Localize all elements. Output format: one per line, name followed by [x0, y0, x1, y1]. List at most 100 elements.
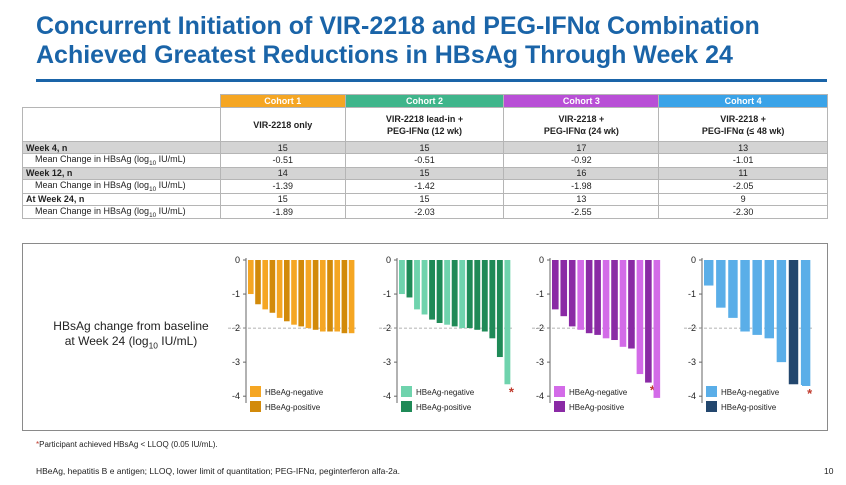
bar	[568, 260, 576, 327]
bar	[406, 260, 413, 298]
y-tick-label: 0	[691, 255, 696, 265]
row-label: Mean Change in HBsAg (log10 IU/mL)	[22, 153, 221, 168]
cell: 14	[220, 166, 346, 180]
y-tick-label: -3	[688, 357, 696, 367]
table-row: At Week 24, n 15 15 13 9	[22, 192, 828, 206]
cohort-summary-table: Cohort 1 Cohort 2 Cohort 3 Cohort 4 VIR-…	[22, 94, 828, 220]
cell: 17	[503, 141, 660, 154]
waterfall-panel	[22, 243, 828, 431]
y-tick-label: -3	[232, 357, 240, 367]
bar	[560, 260, 568, 317]
y-tick-label: -1	[232, 289, 240, 299]
cell: -1.89	[220, 204, 346, 220]
bar	[645, 260, 652, 383]
bar	[312, 260, 319, 330]
legend-swatch	[706, 401, 717, 412]
legend-background	[704, 385, 802, 400]
cell: 15	[344, 166, 505, 180]
bar	[436, 260, 443, 323]
cohort-4-regimen-line-1: VIR-2218 +	[720, 113, 766, 124]
bar	[284, 260, 290, 322]
cell: 11	[658, 166, 828, 180]
y-tick-label: -4	[536, 391, 544, 401]
y-tick-label: -1	[688, 289, 696, 299]
regimen-row: VIR-2218 only VIR-2218 lead-in + PEG-IFNα…	[22, 107, 828, 142]
footnote: *Participant achieved HBsAg < LLOQ (0.05…	[36, 440, 218, 449]
row-label: At Week 24, n	[22, 192, 221, 206]
chart-y-axis-label-line-1: HBsAg change from baseline	[53, 319, 209, 333]
llo-q-star: *	[509, 384, 515, 399]
bar	[776, 260, 787, 363]
row-label: Week 12, n	[22, 166, 221, 180]
legend-label: HBeAg-positive	[416, 403, 472, 412]
page-title: Concurrent Initiation of VIR-2218 and PE…	[36, 12, 826, 70]
bar	[327, 260, 333, 332]
bar	[474, 260, 481, 330]
cell: 15	[220, 192, 346, 206]
bar	[628, 260, 635, 349]
title-line-2: Achieved Greatest Reductions in HBsAg Th…	[36, 41, 733, 69]
bar	[577, 260, 584, 330]
row-label: Mean Change in HBsAg (log10 IU/mL)	[22, 204, 221, 220]
title-divider	[36, 79, 827, 82]
page-number: 10	[824, 466, 834, 476]
y-tick-label: -3	[536, 357, 544, 367]
footnote-text: Participant achieved HBsAg < LLOQ (0.05 …	[39, 440, 218, 449]
y-tick-label: -1	[383, 289, 391, 299]
bar	[291, 260, 297, 325]
footnote-star: *	[36, 440, 40, 449]
legend-label: HBeAg-negative	[569, 388, 628, 397]
cohort-1-regimen: VIR-2218 only	[220, 107, 346, 142]
cell: 13	[658, 141, 828, 154]
bar	[611, 260, 618, 341]
bar	[704, 260, 714, 286]
cell: -2.30	[658, 204, 828, 220]
bar	[496, 260, 503, 358]
legend-swatch	[401, 386, 412, 397]
bar	[800, 260, 811, 386]
legend-label: HBeAg-positive	[265, 403, 321, 412]
y-tick-label: 0	[235, 255, 240, 265]
bar	[348, 260, 355, 334]
row-label: Week 4, n	[22, 141, 221, 154]
bar	[276, 260, 283, 318]
cohort-4-regimen: VIR-2218 + PEG-IFNα (≤ 48 wk)	[658, 107, 828, 142]
cell: 16	[503, 166, 660, 180]
y-tick-label: -3	[383, 357, 391, 367]
bar	[459, 260, 466, 329]
cell: -2.03	[344, 204, 505, 220]
cohort-1-regimen-line-1: VIR-2218 only	[253, 119, 313, 130]
bar	[262, 260, 269, 310]
legend-swatch	[250, 386, 261, 397]
cohort-3-regimen-line-2: PEG-IFNα (24 wk)	[543, 125, 619, 136]
bar	[740, 260, 750, 332]
legend-swatch	[554, 401, 565, 412]
legend-background	[552, 385, 650, 400]
legend-swatch	[706, 386, 717, 397]
legend-swatch	[250, 401, 261, 412]
cell: 15	[220, 141, 346, 154]
bar	[399, 260, 405, 295]
bar	[255, 260, 261, 305]
cohort-2-regimen-line-2: PEG-IFNα (12 wk)	[386, 125, 463, 136]
legend-background	[248, 385, 346, 400]
bar	[421, 260, 428, 315]
bar	[269, 260, 276, 313]
llo-q-star: *	[650, 383, 656, 398]
bar	[653, 260, 661, 398]
legend-label: HBeAg-positive	[569, 403, 625, 412]
cohort-2-regimen-line-1: VIR-2218 lead-in +	[385, 113, 464, 124]
bar	[305, 260, 312, 329]
bar	[504, 260, 511, 385]
llo-q-star: *	[807, 386, 813, 401]
table-row: Week 12, n 14 15 16 11	[22, 166, 828, 180]
bar	[585, 260, 593, 334]
legend-label: HBeAg-positive	[721, 403, 777, 412]
bar	[728, 260, 738, 318]
bar	[788, 260, 799, 385]
bar	[636, 260, 644, 375]
bar	[298, 260, 305, 327]
bar	[594, 260, 601, 335]
legend-label: HBeAg-negative	[416, 388, 475, 397]
